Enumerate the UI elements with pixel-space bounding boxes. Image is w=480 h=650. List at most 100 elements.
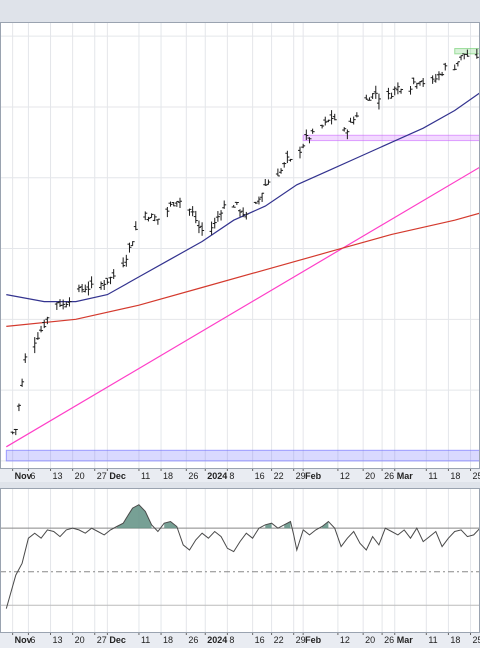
ohlc-bar	[266, 179, 271, 185]
indicator-panel-background	[0, 488, 480, 632]
ohlc-bar	[171, 202, 176, 207]
ohlc-bar	[367, 97, 372, 101]
ohlc-bar	[399, 88, 404, 94]
ohlc-bar	[238, 209, 242, 217]
ohlc-bar	[414, 82, 419, 89]
x-tick-label: 20	[75, 635, 85, 645]
ohlc-bar	[332, 113, 337, 121]
highlight-band-0	[302, 134, 480, 142]
ohlc-bar	[285, 150, 290, 164]
ohlc-bar	[178, 197, 182, 209]
x-tick-label: Feb	[305, 635, 322, 645]
x-tick-label: 6	[30, 471, 35, 481]
ohlc-bar	[102, 280, 107, 290]
ohlc-bar	[354, 112, 359, 118]
x-tick-label: 2024	[207, 635, 227, 645]
ohlc-bar	[351, 116, 356, 125]
ohlc-bar	[326, 119, 331, 123]
ohlc-bar	[193, 210, 198, 224]
ohlc-bar	[376, 93, 381, 110]
x-tick-label: Nov	[15, 471, 32, 481]
x-tick-label: 27	[97, 635, 107, 645]
ohlc-bar	[411, 77, 416, 85]
ohlc-bar	[168, 201, 173, 207]
x-tick-label: 20	[75, 471, 85, 481]
x-tick-label: 11	[141, 635, 150, 645]
x-tick-label: Dec	[109, 471, 126, 481]
ohlc-bar	[54, 302, 59, 310]
x-tick-label: 29	[296, 635, 306, 645]
trendline	[5, 166, 480, 448]
ohlc-bar	[253, 201, 258, 205]
x-tick-label: Dec	[109, 635, 126, 645]
panel-separator	[0, 482, 480, 488]
grid-lines	[0, 22, 480, 632]
ohlc-bar	[146, 216, 151, 222]
x-tick-label: 22	[274, 471, 284, 481]
ohlc-bar	[231, 204, 236, 208]
ohlc-bar	[80, 283, 85, 293]
x-tick-label: 26	[384, 635, 394, 645]
ohlc-bar	[345, 129, 350, 140]
ohlc-bar	[440, 71, 445, 77]
ohlc-bar	[370, 93, 375, 99]
x-tick-label: Feb	[305, 471, 322, 481]
x-tick-label: 13	[53, 635, 63, 645]
ohlc-bar	[190, 206, 195, 217]
ohlc-bar	[209, 221, 214, 235]
ohlc-bar	[275, 168, 280, 177]
ohlc-bar	[121, 257, 126, 268]
ohlc-bar	[320, 124, 325, 129]
x-tick-label: 25	[473, 635, 480, 645]
ohlc-bar	[61, 299, 66, 310]
ohlc-bar	[215, 211, 220, 222]
ohlc-bar	[244, 211, 249, 220]
x-tick-label: 16	[255, 471, 265, 481]
ohlc-bar	[443, 62, 448, 71]
ohlc-bar	[42, 319, 47, 329]
ohlc-bar	[301, 143, 306, 149]
x-tick-label: 26	[188, 471, 198, 481]
ohlc-bar	[288, 158, 293, 162]
ohlc-bar	[329, 110, 334, 125]
x-tick-label: 11	[141, 471, 150, 481]
ohlc-bar	[433, 73, 438, 83]
ohlc-bar	[32, 337, 37, 354]
ohlc-bar	[323, 116, 328, 126]
ohlc-bar	[67, 297, 72, 307]
ohlc-bar	[200, 222, 205, 236]
ohlc-bar	[23, 353, 28, 363]
ohlc-bar	[187, 208, 192, 216]
ohlc-bar	[465, 49, 470, 57]
ohlc-bar	[222, 200, 227, 209]
ohlc-bar	[45, 316, 50, 325]
ohlc-bar	[133, 221, 138, 231]
x-tick-label: 26	[384, 471, 394, 481]
x-tick-label: 16	[255, 635, 265, 645]
ohlc-bar	[234, 201, 239, 205]
ohlc-bar	[395, 82, 400, 95]
x-tick-label: 18	[163, 635, 173, 645]
ohlc-bar	[155, 218, 160, 225]
x-tick-label: 12	[340, 471, 350, 481]
ohlc-bar	[108, 276, 113, 285]
ohlc-bar	[105, 277, 110, 285]
ohlc-bar	[76, 284, 81, 293]
ohlc-bar	[408, 86, 413, 95]
ohlc-bar	[124, 254, 129, 267]
x-tick-label: 18	[450, 471, 460, 481]
ohlc-bar	[256, 196, 261, 205]
indicator-fill-above	[116, 504, 329, 529]
x-tick-label: 6	[30, 635, 35, 645]
ohlc-bar	[64, 301, 69, 308]
x-tick-label: 8	[229, 635, 234, 645]
ohlc-bar	[241, 207, 246, 218]
x-tick-label: Nov	[15, 635, 32, 645]
ohlc-bar	[13, 428, 18, 436]
ohlc-bar	[196, 220, 201, 234]
x-tick-label: 18	[163, 471, 173, 481]
indicator-line	[5, 504, 480, 609]
ohlc-bar	[418, 81, 422, 86]
